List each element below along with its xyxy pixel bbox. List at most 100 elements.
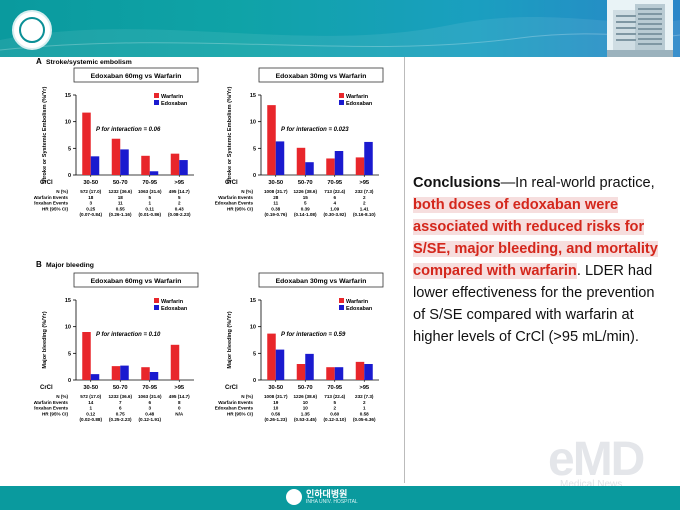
a2-table-warfarin-2: 6 (333, 195, 336, 200)
a1-legend-swatch-0 (154, 93, 159, 98)
b1-legend-swatch-0 (154, 298, 159, 303)
b1-bar-warfarin-1 (111, 366, 121, 380)
conclusion-tail: LDER had lower effectiveness for the pre… (413, 263, 655, 345)
a1-table-edoxaban-1: 11 (118, 201, 123, 206)
a1-table-hr-3: 0.43 (175, 206, 184, 211)
a2-table-label-n: N (%) (241, 189, 253, 194)
a2-table-n-2: 713 (22.4) (324, 189, 345, 194)
b2-table-hr-2: 0.60 (330, 411, 339, 416)
a2-bar-edoxaban-3 (364, 141, 373, 175)
a2-table-hr-3: 1.41 (360, 206, 369, 211)
b2-bar-warfarin-1 (296, 364, 306, 380)
a2-table-n-3: 232 (7.3) (355, 189, 374, 194)
a2-table-edoxaban-1: 5 (304, 201, 307, 206)
b1-table-n-2: 1063 (31.6) (138, 394, 162, 399)
a2-table-warfarin-1: 15 (303, 195, 309, 200)
a1-table-ci-2: (0.01-0.86) (139, 212, 162, 217)
b1-table-warfarin-2: 6 (148, 400, 151, 405)
b2-ytick-label-0: 0 (253, 378, 256, 384)
a1-ytick-label-10: 10 (65, 120, 71, 126)
a2-bar-edoxaban-0 (275, 141, 285, 175)
b2-table-warfarin-1: 10 (303, 400, 309, 405)
a2-table-hr-1: 0.39 (301, 206, 310, 211)
a1-table-warfarin-1: 18 (118, 195, 124, 200)
b2-bar-edoxaban-0 (275, 349, 285, 380)
a2-table-n-1: 1226 (38.6) (294, 189, 318, 194)
a2-table-n-0: 1008 (31.7) (264, 189, 288, 194)
b2-bar-warfarin-3 (355, 361, 365, 380)
b1-table-edoxaban-0: 1 (89, 406, 92, 411)
b1-table-label-hr: HR (95% CI) (42, 411, 69, 416)
a1-bar-edoxaban-0 (90, 156, 100, 175)
a2-legend-label-1: Edoxaban (346, 101, 373, 107)
footer-logo: 인하대병원 INHA UNIV. HOSPITAL (286, 489, 358, 505)
b2-bar-warfarin-0 (267, 333, 276, 380)
b1-legend-label-0: Warfarin (161, 299, 184, 305)
b2-table-warfarin-2: 5 (333, 400, 336, 405)
a1-table-n-3: 495 (14.7) (169, 189, 190, 194)
b2-table-edoxaban-0: 10 (273, 406, 279, 411)
b1-table-n-0: 572 (17.0) (80, 394, 101, 399)
b2-annotation: P for interaction = 0.59 (281, 332, 346, 338)
a1-table-edoxaban-2: 1 (148, 201, 151, 206)
b1-table-edoxaban-2: 3 (148, 406, 151, 411)
a1-table-label-n: N (%) (56, 189, 68, 194)
a1-bar-edoxaban-3 (179, 160, 188, 175)
a2-legend-swatch-1 (339, 100, 344, 105)
b2-ylabel: Major bleeding (%/Yr) (227, 311, 233, 368)
a2-table-ci-1: (0.14-1.08) (294, 212, 317, 217)
a2-ytick-label-0: 0 (253, 173, 256, 179)
a2-table-label-edoxaban: Edoxaban Events (215, 201, 254, 206)
b1-table-warfarin-0: 14 (88, 400, 94, 405)
b1-bar-warfarin-3 (170, 344, 180, 380)
a2-ylabel: Stroke or Systemic Embolism (%/Yr) (227, 87, 233, 184)
b2-xtick-label-2: 70-95 (327, 385, 343, 391)
a2-annotation: P for interaction = 0.023 (281, 127, 349, 133)
a1-ytick-label-15: 15 (65, 93, 71, 99)
b1-title: Edoxaban 60mg vs Warfarin (91, 278, 182, 285)
a2-table-edoxaban-2: 4 (333, 201, 336, 206)
b2-table-n-2: 713 (22.4) (324, 394, 345, 399)
b1-ytick-label-5: 5 (68, 351, 71, 357)
a1-ytick-label-5: 5 (68, 146, 71, 152)
a2-table-ci-2: (0.30-3.92) (324, 212, 347, 217)
conclusion-intro: —In real-world practice, (500, 175, 655, 191)
b2-table-n-0: 1008 (31.7) (264, 394, 288, 399)
a1-xtick-label-2: 70-95 (142, 180, 158, 186)
b1-ytick-label-0: 0 (68, 378, 71, 384)
b2-legend-swatch-0 (339, 298, 344, 303)
b2-table-hr-3: 0.58 (360, 411, 369, 416)
a2-table-ci-0: (0.19-0.76) (265, 212, 288, 217)
a1-table-warfarin-2: 5 (148, 195, 151, 200)
footer-bar (0, 486, 680, 510)
b1-bar-warfarin-0 (82, 332, 91, 380)
conclusion-period: . (576, 263, 581, 279)
a2-xtick-label-1: 50-70 (298, 180, 313, 186)
b1-bar-edoxaban-2 (149, 372, 159, 380)
b1-table-ci-0: (0.02-0.88) (80, 417, 103, 422)
b2-table-n-3: 232 (7.3) (355, 394, 374, 399)
b2-table-edoxaban-3: 1 (363, 406, 366, 411)
a1-table-n-2: 1063 (31.6) (138, 189, 162, 194)
b2-table-label-edoxaban: Edoxaban Events (215, 406, 254, 411)
a2-table-hr-2: 1.09 (330, 206, 339, 211)
b1-bar-warfarin-2 (141, 367, 150, 380)
b2-table-n-1: 1226 (38.6) (294, 394, 318, 399)
header-bar (0, 0, 680, 57)
b1-table-hr-3: N/A (175, 411, 184, 416)
a1-table-label-edoxaban: Edoxaban Events (34, 201, 68, 206)
b1-table-label-warfarin: Warfarin Events (34, 400, 68, 405)
hospital-building-icon (607, 0, 673, 57)
a2-bar-edoxaban-2 (334, 151, 344, 175)
a1-title-box (73, 67, 199, 83)
a1-ylabel: Stroke or Systemic Embolism (%/Yr) (42, 87, 48, 184)
a1-table-hr-2: 0.11 (145, 206, 154, 211)
watermark-sub: Medical News (560, 479, 623, 490)
b1-table-n-1: 1232 (36.6) (109, 394, 133, 399)
b1-legend-label-1: Edoxaban (161, 306, 188, 312)
a1-table-label-hr: HR (95% CI) (42, 206, 69, 211)
b2-bar-edoxaban-1 (305, 353, 314, 380)
b2-table-hr-1: 1.35 (301, 411, 310, 416)
b2-xtick-label-0: 30-50 (268, 385, 283, 391)
forest-bar-figure: A Stroke/systemic embolism B Major bleeding… (30, 57, 384, 422)
